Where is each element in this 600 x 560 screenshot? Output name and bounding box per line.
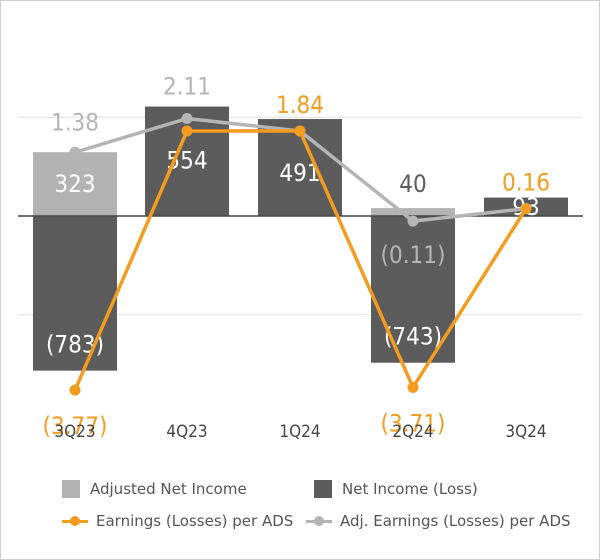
legend-item-net-income: Net Income (Loss): [314, 480, 478, 498]
data-label-eps-1q24: 1.84: [276, 91, 324, 119]
bar-label-adjusted-net-income-2q24: 40: [399, 170, 426, 198]
point-adj-eps-4q23: [181, 113, 193, 125]
legend-swatch-adjusted-net-income: [62, 480, 80, 498]
combo-chart: (783)323554491(743)4093(3.77)1.382.111.8…: [18, 73, 583, 442]
point-eps-2q24: [407, 381, 419, 393]
bar-net-income-3q23: [33, 216, 117, 371]
x-tick-4q23: 4Q23: [166, 422, 207, 442]
legend-item-adjusted-net-income: Adjusted Net Income: [62, 480, 247, 498]
x-tick-1q24: 1Q24: [279, 422, 320, 442]
data-label-eps-3q24: 0.16: [502, 169, 550, 197]
point-eps-3q23: [69, 384, 81, 396]
bar-net-income-2q24: [371, 216, 455, 363]
bar-adjusted-net-income-3q23: [33, 152, 117, 216]
bar-adjusted-net-income-2q24: [371, 208, 455, 216]
point-eps-1q24: [294, 125, 306, 137]
legend-label-net-income: Net Income (Loss): [342, 480, 478, 498]
legend: Adjusted Net Income Net Income (Loss) Ea…: [62, 476, 582, 546]
legend-swatch-eps: [62, 514, 88, 528]
data-label-adj-eps-2q24: (0.11): [381, 241, 446, 269]
point-adj-eps-2q24: [407, 215, 419, 227]
x-tick-3q24: 3Q24: [505, 422, 546, 442]
point-adj-eps-3q23: [69, 146, 81, 158]
data-label-adj-eps-4q23: 2.11: [163, 73, 211, 101]
bar-label-net-income-2q24: (743): [384, 323, 442, 351]
data-label-eps-3q23: (3.77): [43, 412, 108, 440]
data-label-adj-eps-3q23: 1.38: [51, 108, 99, 136]
data-label-eps-2q24: (3.71): [381, 409, 446, 437]
legend-swatch-net-income: [314, 480, 332, 498]
legend-item-adj-eps: Adj. Earnings (Losses) per ADS: [306, 512, 571, 530]
legend-item-eps: Earnings (Losses) per ADS: [62, 512, 293, 530]
point-eps-4q23: [181, 125, 193, 137]
legend-label-adj-eps: Adj. Earnings (Losses) per ADS: [340, 512, 571, 530]
point-eps-3q24: [520, 203, 532, 215]
bar-label-adjusted-net-income-3q23: 323: [54, 170, 95, 198]
x-tick-3q23: 3Q23: [54, 422, 95, 442]
legend-label-eps: Earnings (Losses) per ADS: [96, 512, 294, 530]
x-tick-2q24: 2Q24: [392, 422, 433, 442]
legend-swatch-adj-eps: [306, 514, 332, 528]
legend-label-adjusted-net-income: Adjusted Net Income: [90, 480, 247, 498]
